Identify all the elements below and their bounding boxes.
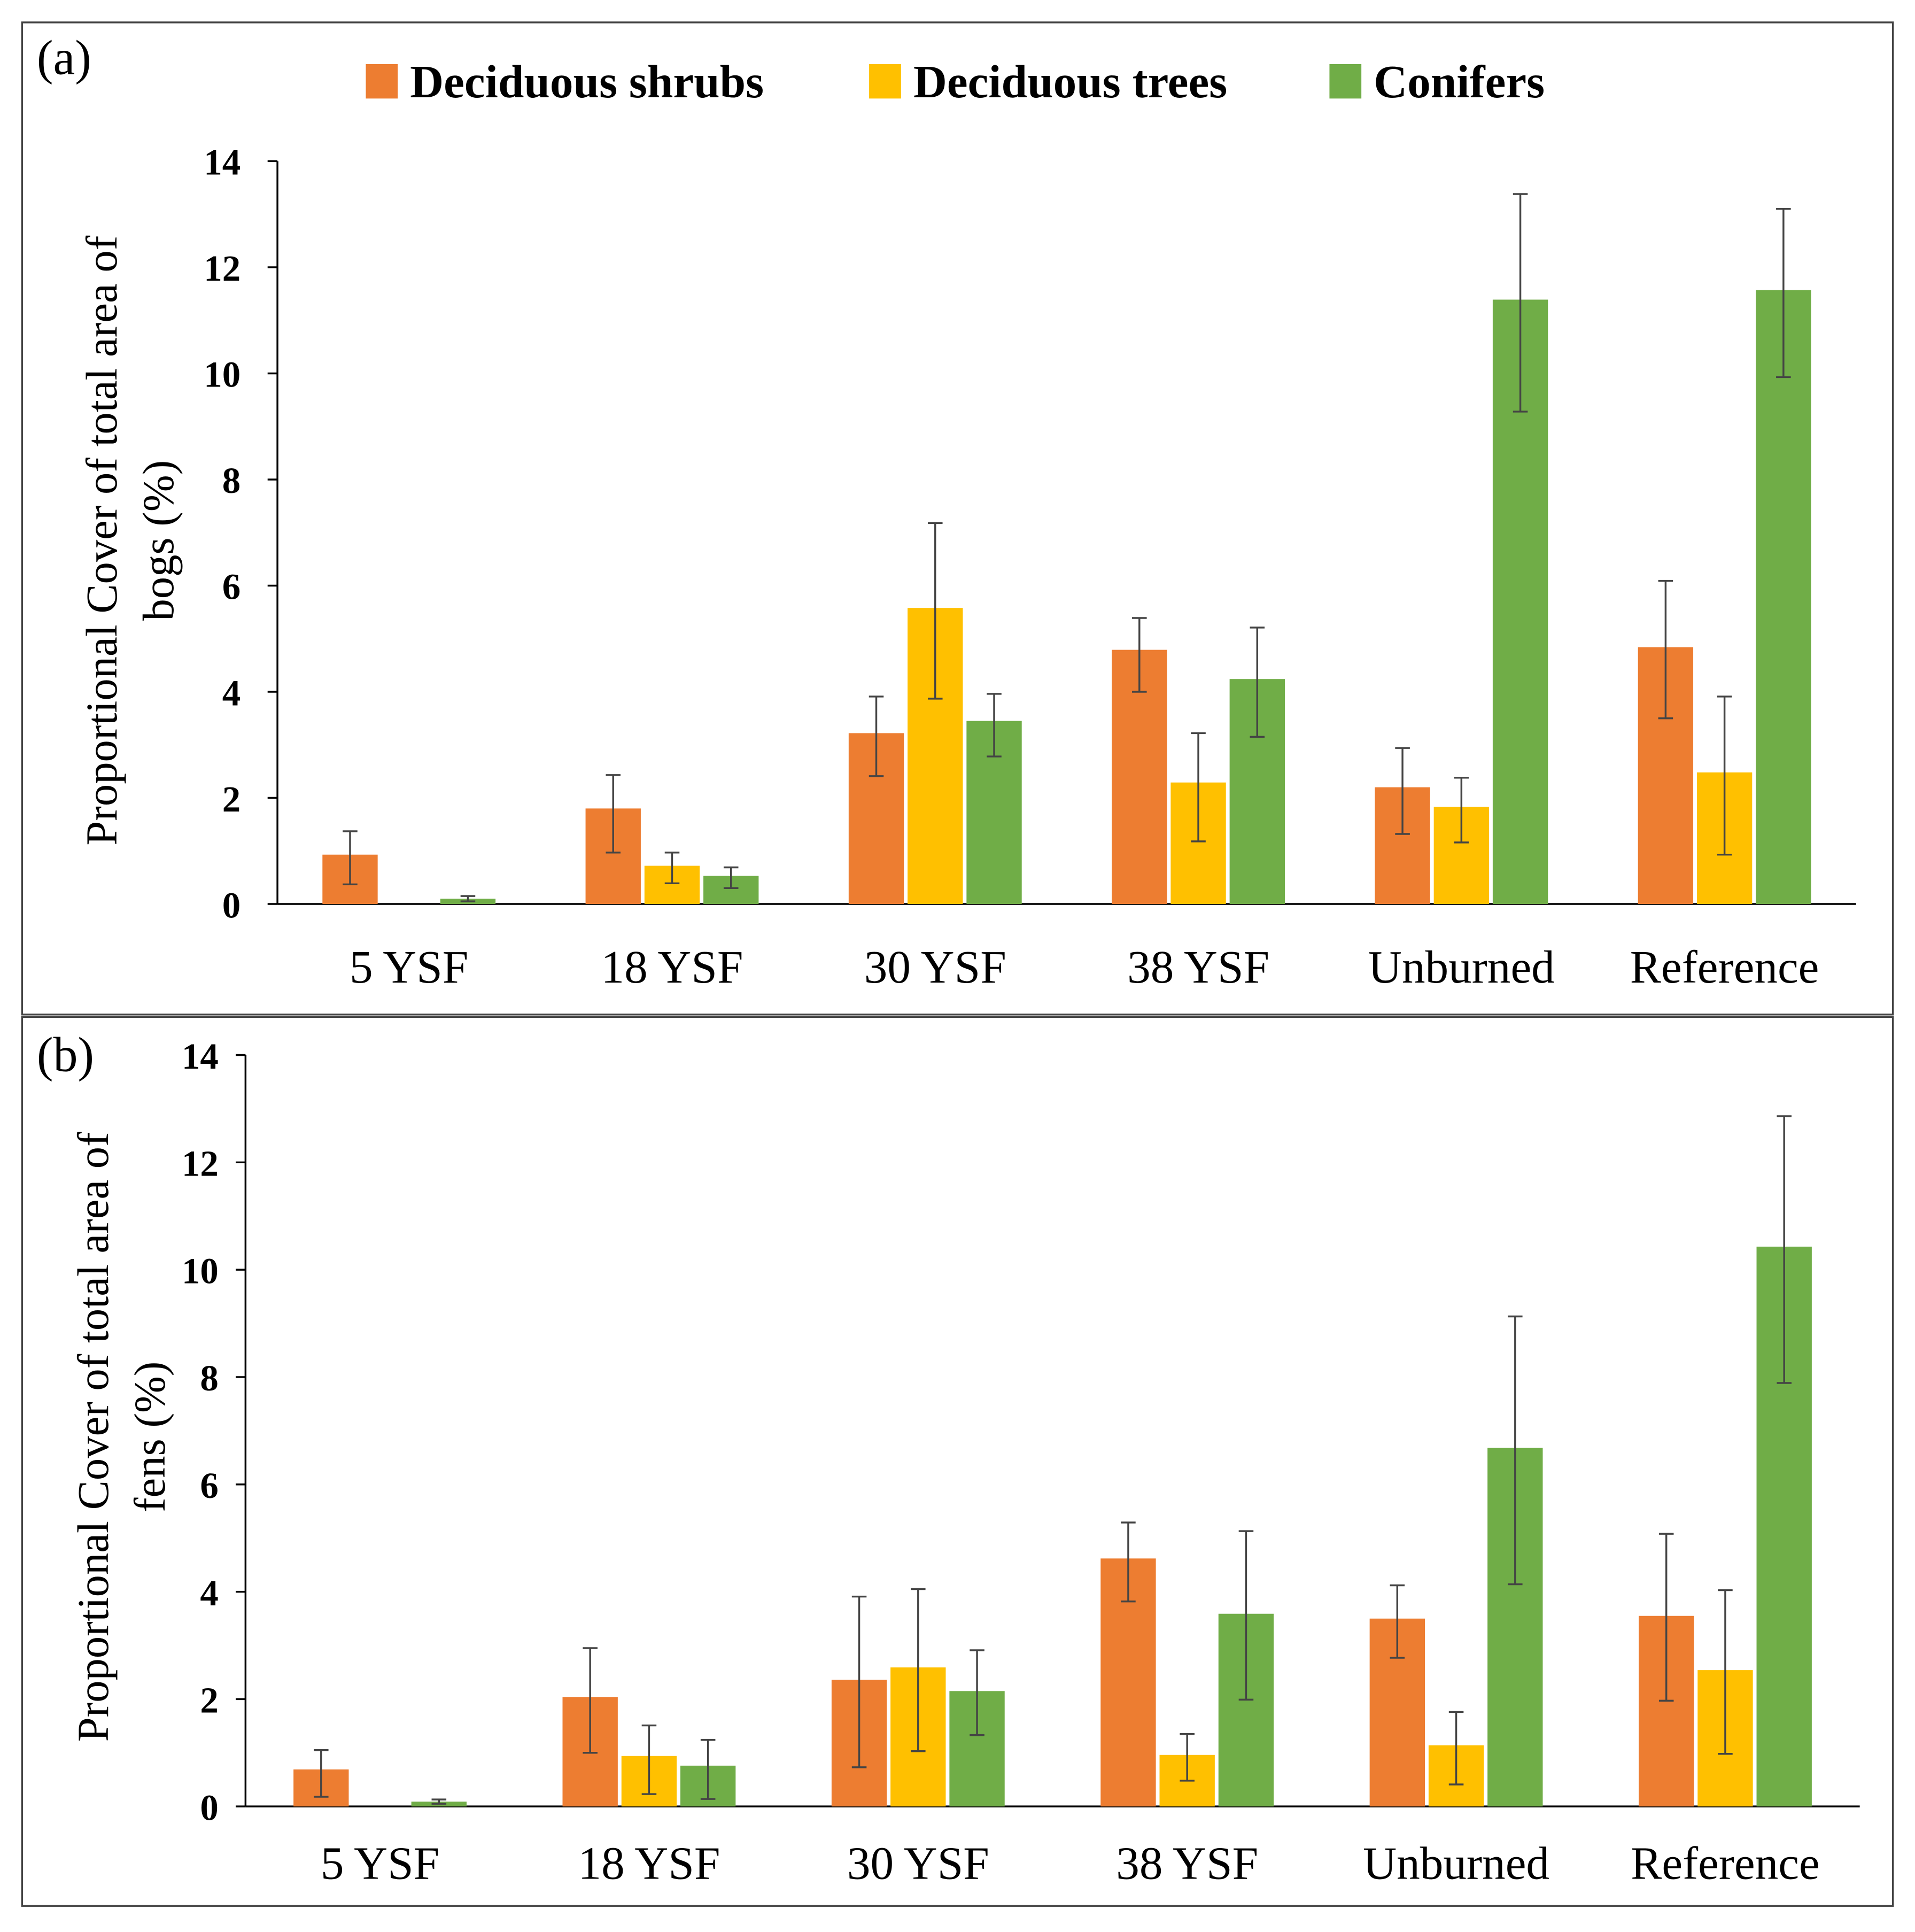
- y-tick-label: 2: [200, 1680, 218, 1721]
- panel-a-frame: [21, 21, 1894, 1016]
- y-axis-title: Proportional Cover of total area of bogs …: [77, 235, 183, 845]
- y-axis-title-line: bogs (%): [134, 460, 183, 621]
- y-tick-label: 10: [204, 354, 241, 395]
- y-tick-label: 6: [200, 1465, 218, 1506]
- legend-label-2: Deciduous trees: [913, 56, 1227, 107]
- legend-label-1: Deciduous shrubs: [410, 56, 764, 107]
- y-tick-label: 14: [204, 142, 241, 183]
- y-axis-title-line: fens (%): [125, 1362, 174, 1512]
- x-tick-label: 38 YSF: [1127, 941, 1269, 993]
- bar-conifers: [1756, 290, 1811, 905]
- y-tick-label: 2: [222, 779, 241, 820]
- y-tick-label: 14: [182, 1036, 219, 1077]
- panel-b-frame: [21, 1016, 1894, 1907]
- x-tick-label: 18 YSF: [601, 941, 743, 993]
- x-tick-label: 18 YSF: [578, 1837, 720, 1889]
- y-tick-label: 6: [222, 567, 241, 607]
- x-tick-label: 5 YSF: [321, 1837, 439, 1889]
- y-tick-label: 12: [204, 248, 241, 289]
- x-tick-label: 30 YSF: [847, 1837, 989, 1889]
- y-axis-title-line: Proportional Cover of total area of: [77, 235, 126, 845]
- y-tick-label: 4: [200, 1573, 218, 1613]
- y-tick-label: 0: [200, 1787, 218, 1828]
- legend: Deciduous shrubs Deciduous trees Conifers: [366, 56, 1545, 107]
- y-tick-label: 12: [182, 1143, 219, 1184]
- panel-label: (a): [37, 30, 91, 84]
- y-tick-label: 8: [222, 460, 241, 501]
- y-axis-title-line: Proportional Cover of total area of: [68, 1132, 118, 1742]
- x-tick-label: 30 YSF: [864, 941, 1006, 993]
- legend-swatch-3: [1329, 64, 1362, 99]
- legend-label-3: Conifers: [1374, 56, 1545, 107]
- x-tick-label: Unburned: [1368, 941, 1555, 993]
- y-tick-label: 10: [182, 1250, 219, 1291]
- x-tick-label: 38 YSF: [1116, 1837, 1258, 1889]
- y-axis-title: Proportional Cover of total area of fens …: [68, 1132, 174, 1742]
- x-tick-label: Unburned: [1363, 1837, 1549, 1889]
- x-tick-label: Reference: [1631, 1837, 1820, 1889]
- legend-swatch-1: [366, 64, 398, 99]
- y-tick-label: 0: [222, 885, 241, 925]
- panel-label: (b): [37, 1027, 94, 1081]
- panel-a: (a) 0 2 4 6 8 10 12 14 Proportional Cover of tota…: [37, 30, 1856, 993]
- x-tick-label: Reference: [1630, 941, 1819, 993]
- y-tick-label: 4: [222, 673, 241, 713]
- y-tick-label: 8: [200, 1358, 218, 1398]
- panel-b: (b) 0 2 4 6 8 10 12 14 Proportional Cover of tota…: [37, 1027, 1860, 1889]
- legend-swatch-2: [869, 64, 901, 99]
- x-tick-label: 5 YSF: [350, 941, 468, 993]
